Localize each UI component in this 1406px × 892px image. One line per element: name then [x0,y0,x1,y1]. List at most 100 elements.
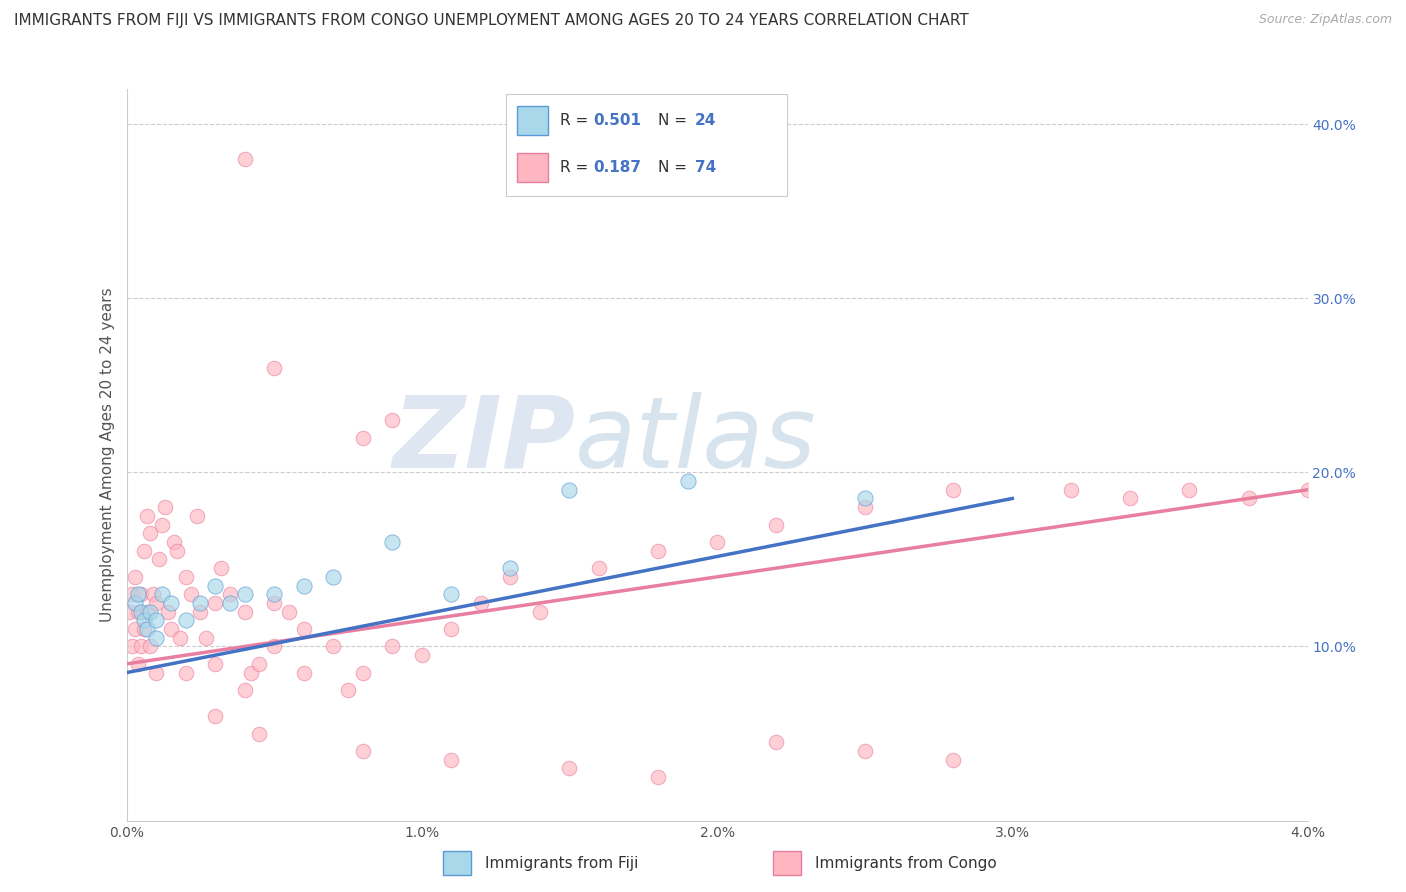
Point [188,605,211,619]
Point [381,640,404,654]
Point [121,587,143,601]
Point [1178,483,1201,497]
Point [352,430,374,444]
Point [204,578,226,592]
Text: R =: R = [560,112,593,128]
Point [278,605,301,619]
Point [853,500,876,515]
Text: 0.187: 0.187 [593,160,641,175]
Point [166,543,188,558]
Point [129,587,153,601]
Point [292,665,315,680]
Point [180,587,202,601]
Point [153,500,176,515]
Point [499,561,522,575]
Point [156,605,179,619]
Point [174,665,197,680]
Point [233,587,256,601]
Point [381,413,404,427]
Point [124,622,146,636]
Point [588,561,610,575]
Point [160,596,183,610]
Point [233,605,256,619]
Point [150,517,173,532]
Point [127,605,149,619]
Point [160,622,183,636]
Point [145,596,167,610]
Point [136,622,159,636]
Point [169,631,191,645]
Point [139,640,162,654]
Point [139,526,162,541]
Point [247,726,270,740]
Text: Immigrants from Fiji: Immigrants from Fiji [485,855,638,871]
Point [1060,483,1083,497]
Point [337,683,360,698]
Point [440,753,463,767]
Point [127,657,149,671]
Point [292,622,315,636]
Point [853,744,876,758]
Point [263,360,285,375]
Point [233,683,256,698]
Point [1237,491,1260,506]
Point [139,605,162,619]
Point [942,753,965,767]
Point [204,709,226,723]
Point [204,657,226,671]
Text: ZIP: ZIP [392,392,575,489]
Point [134,613,156,627]
Point [647,543,669,558]
Text: atlas: atlas [575,392,817,489]
Bar [517,153,548,182]
Bar [773,851,801,875]
Point [219,587,242,601]
Point [174,570,197,584]
Point [150,587,173,601]
Text: R =: R = [560,160,593,175]
Point [292,578,315,592]
Point [765,735,787,749]
Text: N =: N = [658,160,692,175]
Point [195,631,218,645]
Point [148,552,170,566]
Point [706,535,728,549]
Point [352,665,374,680]
Text: N =: N = [658,112,692,128]
Point [219,596,242,610]
Point [129,605,153,619]
Point [647,770,669,784]
Point [765,517,787,532]
Point [145,665,167,680]
Point [163,535,186,549]
Point [174,613,197,627]
Point [145,631,167,645]
Point [322,570,344,584]
Point [121,640,143,654]
Bar [443,851,471,875]
Point [247,657,270,671]
Point [186,508,208,523]
Point [411,648,433,663]
Point [239,665,262,680]
Point [136,508,159,523]
Text: 74: 74 [695,160,716,175]
Text: Immigrants from Congo: Immigrants from Congo [815,855,997,871]
Point [558,483,581,497]
Point [440,587,463,601]
Point [263,587,285,601]
Text: IMMIGRANTS FROM FIJI VS IMMIGRANTS FROM CONGO UNEMPLOYMENT AMONG AGES 20 TO 24 Y: IMMIGRANTS FROM FIJI VS IMMIGRANTS FROM … [14,13,969,29]
Point [322,640,344,654]
Point [942,483,965,497]
Point [134,543,156,558]
Point [1119,491,1142,506]
Point [129,640,153,654]
Text: 24: 24 [695,112,716,128]
Point [209,561,232,575]
Point [263,640,285,654]
Point [124,596,146,610]
Point [440,622,463,636]
Point [352,744,374,758]
Point [263,596,285,610]
Point [142,587,165,601]
